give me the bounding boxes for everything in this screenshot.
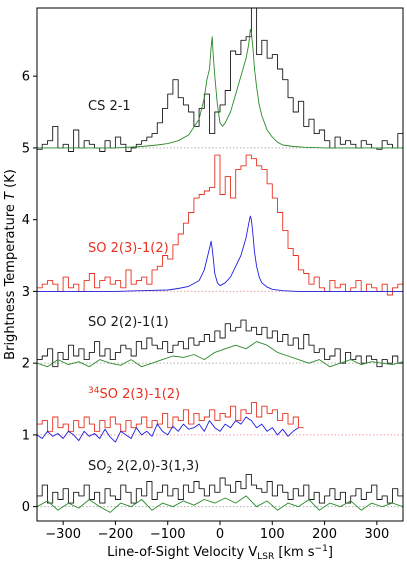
annotation-0: CS 2-1 (88, 99, 131, 114)
series-7-blue (37, 416, 299, 443)
y-axis-title-var: T (3, 191, 18, 200)
series-4-black (37, 319, 403, 368)
y-tick-label: 5 (22, 141, 30, 156)
x-axis-title-sub: LSR (257, 552, 274, 562)
x-tick-label: −300 (45, 527, 81, 542)
series-2-red (37, 154, 403, 296)
series-9-green (37, 495, 403, 513)
x-tick-label: −200 (98, 527, 134, 542)
y-tick-label: 3 (22, 285, 30, 300)
annotation-2: SO 2(2)-1(1) (88, 315, 169, 330)
y-tick-label: 1 (22, 428, 30, 443)
series-5-green (37, 341, 403, 368)
annotation-1: SO 2(3)-1(2) (88, 241, 169, 256)
series-1-green (37, 29, 403, 149)
annotation-prefix: SO (88, 459, 106, 474)
annotation-prefix-sup: 34 (88, 386, 100, 396)
y-tick-label: 2 (22, 357, 30, 372)
plot-frame (36, 7, 404, 522)
x-tick-label: 200 (312, 527, 337, 542)
series-3-blue (37, 215, 403, 292)
x-axis-title-unit-sup: −1 (315, 544, 328, 554)
x-axis-title-close: ] (328, 545, 333, 560)
y-axis-title-unit: (K) (3, 169, 18, 192)
annotation-subscript: 2 (106, 466, 112, 476)
annotation-text: 2(2,0)-3(1,3) (112, 459, 199, 474)
annotation-text: SO 2(3)-1(2) (99, 387, 180, 402)
x-axis-title-unit: [km s (274, 545, 315, 560)
series-layer (37, 8, 403, 513)
x-tick-label: 300 (364, 527, 389, 542)
annotations-layer: CS 2-1SO 2(3)-1(2)SO 2(2)-1(1)34SO 2(3)-… (88, 99, 199, 476)
x-tick-label: 100 (260, 527, 285, 542)
y-tick-label: 6 (22, 70, 30, 85)
x-tick-label: −100 (150, 527, 186, 542)
y-axis-title-main: Brightness Temperature (3, 200, 18, 360)
x-axis-title-main: Line-of-Sight Velocity V (107, 545, 257, 560)
annotation-3: 34SO 2(3)-1(2) (88, 386, 180, 402)
y-tick-label: 0 (22, 500, 30, 515)
series-8-black (37, 473, 403, 504)
series-6-red (37, 402, 304, 432)
x-axis-title: Line-of-Sight Velocity VLSR [km s−1] (107, 544, 333, 562)
x-tick-label: 0 (216, 527, 224, 542)
annotation-4: SO2 2(2,0)-3(1,3) (88, 459, 199, 476)
y-tick-label: 4 (22, 213, 30, 228)
series-0-black (37, 8, 403, 152)
y-axis-title: Brightness Temperature T (K) (3, 169, 18, 360)
